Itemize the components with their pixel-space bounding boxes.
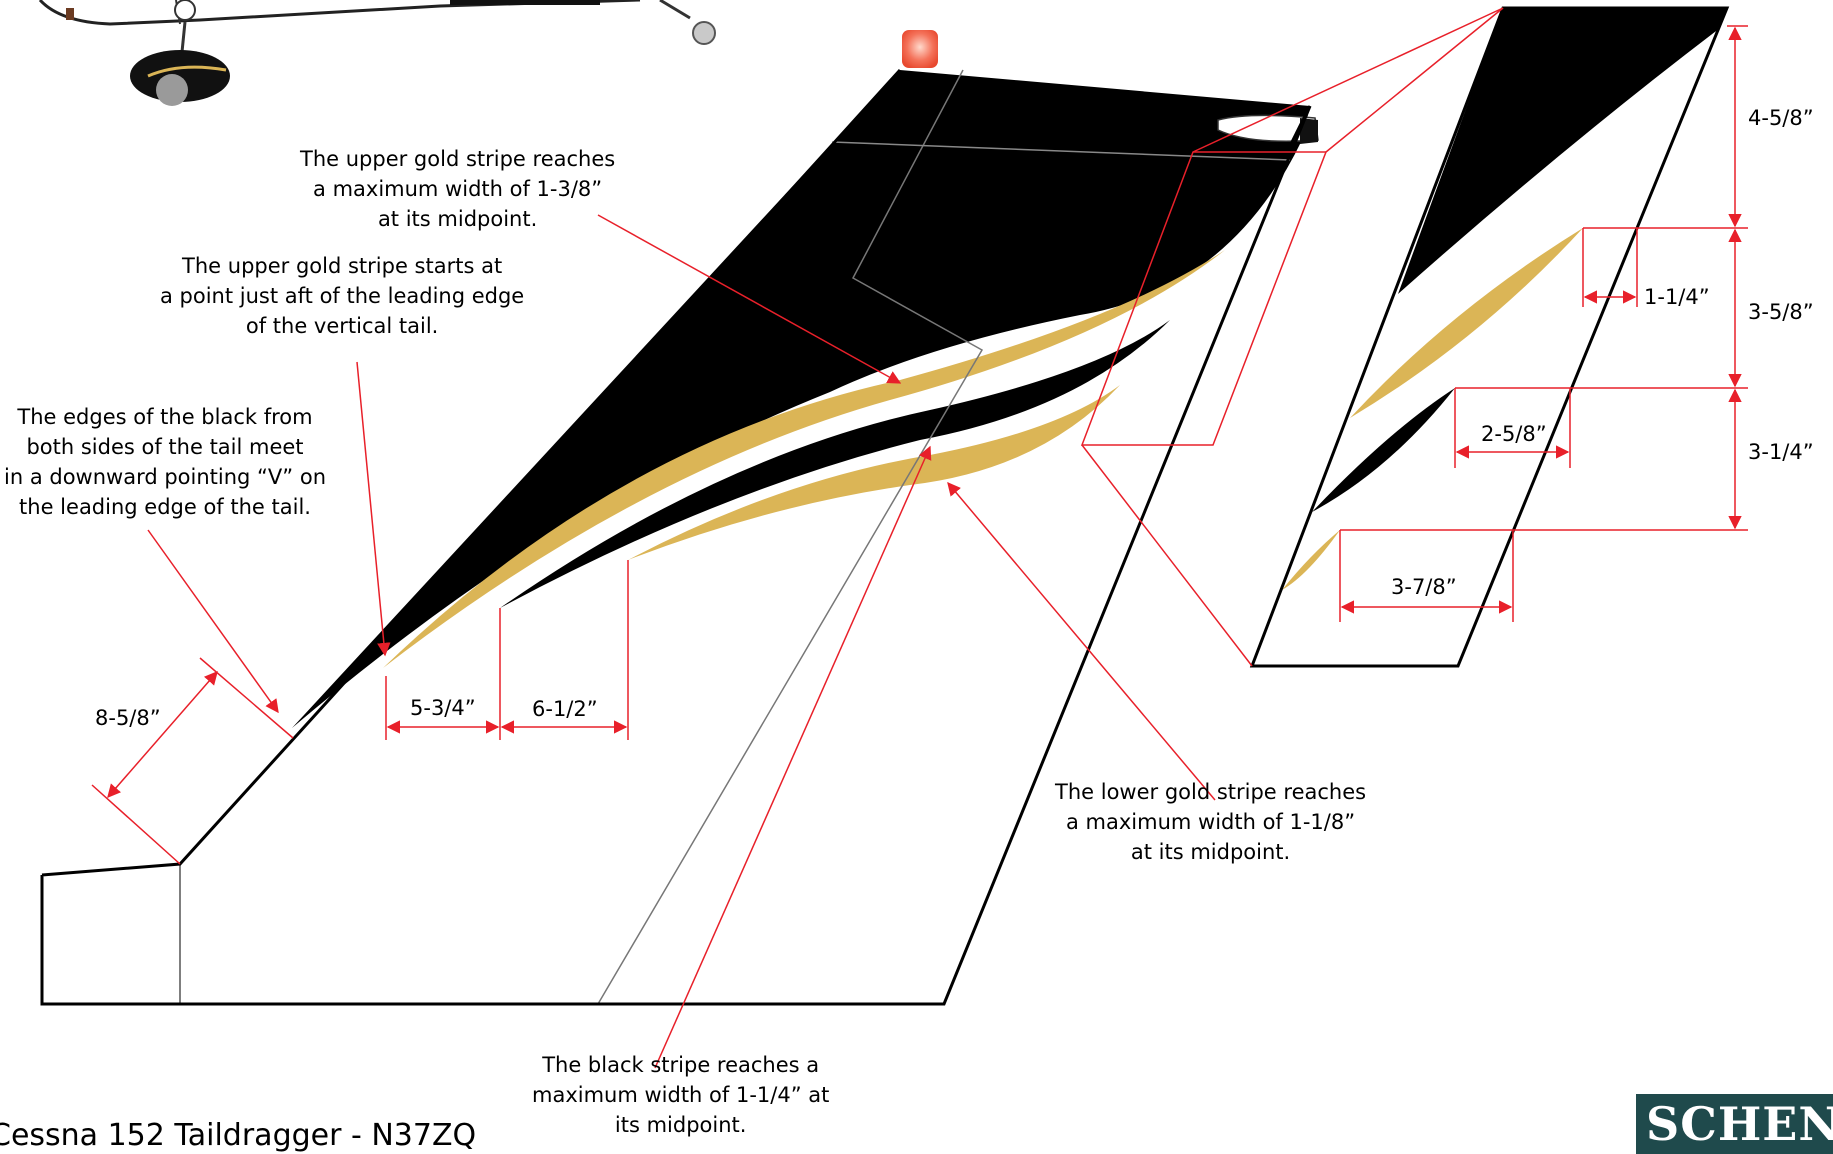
aircraft-thumbnail (38, 0, 716, 106)
vertical-tail (40, 68, 1319, 1006)
note-lower-gold-width: The lower gold stripe reaches a maximum w… (1055, 780, 1367, 864)
page-title: Cessna 152 Taildragger - N37ZQ (0, 1118, 477, 1153)
note-black-v: The edges of the black from both sides of… (4, 405, 327, 519)
note-upper-gold-start: The upper gold stripe starts at a point j… (160, 254, 525, 338)
dim-right-mid: 3-5/8” (1748, 300, 1814, 324)
lower-gold-stripe (628, 385, 1120, 560)
dim-right-low: 3-1/4” (1748, 440, 1814, 464)
note-upper-gold-width: The upper gold stripe reaches a maximum w… (300, 147, 616, 231)
black-stripe (500, 320, 1170, 608)
beacon-light (902, 30, 938, 68)
dim-offset-1: 1-1/4” (1644, 285, 1710, 309)
brand-logo: SCHEN (1636, 1094, 1833, 1154)
note-black-stripe-width: The black stripe reaches a maximum width … (532, 1053, 830, 1137)
upper-gold-stripe (383, 250, 1225, 668)
dim-gap-b: 6-1/2” (532, 697, 598, 721)
dim-right-top: 4-5/8” (1748, 106, 1814, 130)
dim-offset-3: 3-7/8” (1391, 575, 1457, 599)
stripe-detail-inset (1249, 6, 1730, 668)
dim-offset-2: 2-5/8” (1481, 422, 1547, 446)
dim-leading-edge: 8-5/8” (95, 706, 161, 730)
black-cap (292, 70, 1310, 728)
dim-gap-a: 5-3/4” (410, 696, 476, 720)
